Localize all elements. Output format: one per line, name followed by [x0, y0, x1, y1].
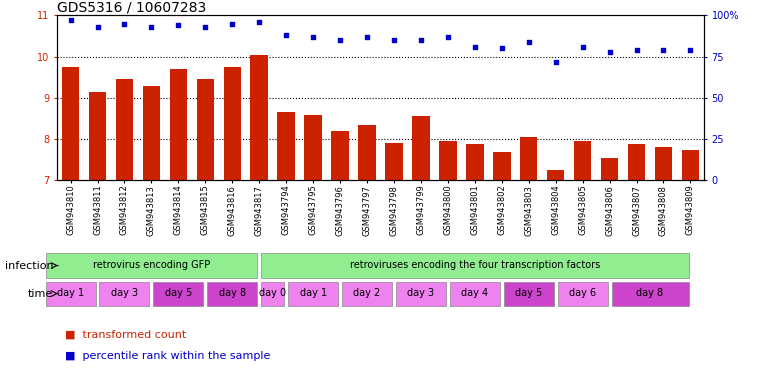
Bar	[654, 147, 672, 180]
Point	[549, 58, 562, 65]
Text: day 5: day 5	[164, 288, 192, 298]
Point	[684, 47, 696, 53]
Point	[280, 32, 292, 38]
Text: ■  transformed count: ■ transformed count	[65, 329, 186, 339]
Text: day 8: day 8	[636, 288, 664, 298]
Bar	[154, 281, 203, 306]
Text: day 1: day 1	[57, 288, 84, 298]
Text: day 3: day 3	[111, 288, 138, 298]
Bar	[261, 253, 689, 278]
Bar	[574, 141, 591, 180]
Point	[388, 37, 400, 43]
Bar	[358, 125, 376, 180]
Bar	[396, 281, 446, 306]
Point	[603, 49, 616, 55]
Text: ■  percentile rank within the sample: ■ percentile rank within the sample	[65, 351, 270, 361]
Bar	[89, 92, 107, 180]
Bar	[520, 137, 537, 180]
Text: GDS5316 / 10607283: GDS5316 / 10607283	[57, 0, 206, 14]
Point	[145, 24, 158, 30]
Text: day 3: day 3	[407, 288, 435, 298]
Bar	[116, 79, 133, 180]
Bar	[46, 253, 257, 278]
Text: day 4: day 4	[461, 288, 489, 298]
Bar	[342, 281, 392, 306]
Point	[523, 39, 535, 45]
Point	[226, 20, 238, 27]
Bar	[504, 281, 554, 306]
Point	[630, 47, 642, 53]
Point	[361, 34, 373, 40]
Point	[334, 37, 346, 43]
Point	[307, 34, 319, 40]
Point	[577, 44, 589, 50]
Point	[495, 45, 508, 51]
Bar	[207, 281, 257, 306]
Bar	[558, 281, 607, 306]
Bar	[547, 170, 565, 180]
Bar	[100, 281, 149, 306]
Text: time: time	[28, 288, 53, 299]
Bar	[46, 281, 96, 306]
Bar	[466, 144, 483, 180]
Point	[65, 17, 77, 23]
Bar	[62, 67, 79, 180]
Bar	[278, 113, 295, 180]
Bar	[612, 281, 689, 306]
Point	[442, 34, 454, 40]
Bar	[288, 281, 338, 306]
Point	[253, 19, 266, 25]
Text: retrovirus encoding GFP: retrovirus encoding GFP	[93, 260, 210, 270]
Bar	[250, 55, 268, 180]
Text: day 6: day 6	[569, 288, 596, 298]
Bar	[628, 144, 645, 180]
Bar	[493, 152, 511, 180]
Text: day 5: day 5	[515, 288, 543, 298]
Bar	[682, 149, 699, 180]
Bar	[142, 86, 160, 180]
Bar	[331, 131, 349, 180]
Text: retroviruses encoding the four transcription factors: retroviruses encoding the four transcrip…	[350, 260, 600, 270]
Bar	[261, 281, 284, 306]
Bar	[439, 141, 457, 180]
Text: day 0: day 0	[260, 288, 286, 298]
Point	[658, 47, 670, 53]
Bar	[412, 116, 430, 180]
Point	[91, 24, 103, 30]
Point	[172, 22, 184, 28]
Bar	[601, 158, 619, 180]
Point	[415, 37, 427, 43]
Point	[119, 20, 131, 27]
Bar	[450, 281, 500, 306]
Text: day 8: day 8	[218, 288, 246, 298]
Bar	[304, 115, 322, 180]
Text: day 1: day 1	[300, 288, 326, 298]
Text: infection: infection	[5, 260, 53, 271]
Bar	[170, 69, 187, 180]
Text: day 2: day 2	[353, 288, 380, 298]
Bar	[196, 79, 214, 180]
Bar	[385, 143, 403, 180]
Point	[199, 24, 212, 30]
Bar	[224, 67, 241, 180]
Point	[469, 44, 481, 50]
